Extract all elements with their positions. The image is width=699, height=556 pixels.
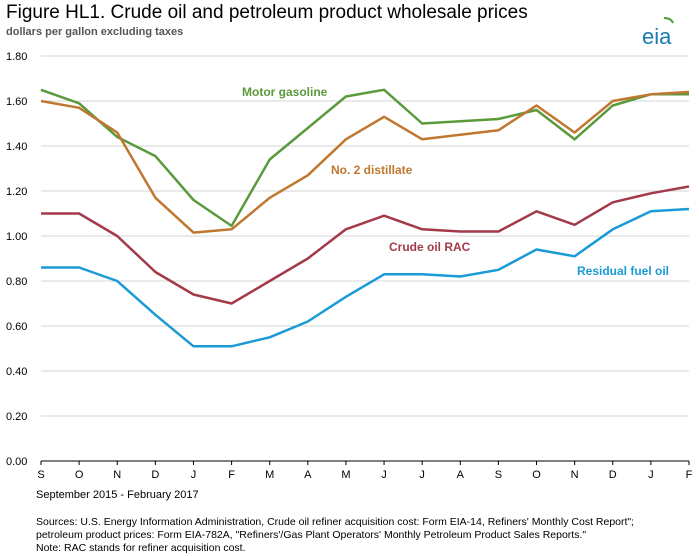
series-line	[40, 88, 689, 228]
x-tick-label: D	[151, 469, 159, 481]
x-tick-label: J	[191, 469, 197, 481]
x-tick-label: O	[532, 469, 541, 481]
x-tick-label: F	[686, 469, 693, 481]
x-tick-label: N	[571, 469, 579, 481]
y-tick-label: 0.80	[6, 276, 27, 288]
x-tick-label: N	[113, 469, 121, 481]
x-tick-label: S	[37, 469, 44, 481]
chart-subtitle: dollars per gallon excluding taxes	[6, 26, 184, 38]
eia-logo-icon: eia	[642, 17, 674, 49]
x-tick-label: O	[75, 469, 84, 481]
eia-logo-arc-icon	[663, 17, 674, 24]
x-tick-label: F	[228, 469, 235, 481]
series-line	[41, 185, 690, 305]
series-lines	[40, 88, 690, 348]
series-line	[41, 207, 690, 348]
sources-line-1: Sources: U.S. Energy Information Adminis…	[36, 516, 635, 528]
y-tick-label: 0.00	[6, 456, 27, 468]
x-tick-label: S	[495, 469, 502, 481]
y-axis: 0.00 0.20 0.40 0.60 0.80 1.00 1.20 1.40 1.60 1.80	[6, 51, 27, 468]
series-label: Crude oil RAC	[389, 240, 471, 254]
y-tick-label: 1.80	[6, 51, 27, 63]
series-labels: Motor gasoline No. 2 distillate Crude oil …	[242, 85, 669, 278]
eia-logo-text: eia	[642, 24, 672, 49]
x-tick-label: A	[304, 469, 312, 481]
y-tick-label: 1.20	[6, 186, 27, 198]
series-label: No. 2 distillate	[331, 163, 413, 177]
time-period-label: September 2015 - February 2017	[36, 489, 199, 501]
y-tick-label: 1.00	[6, 231, 27, 243]
y-tick-label: 0.40	[6, 366, 27, 378]
series-line	[40, 90, 690, 234]
footnote-note: Note: RAC stands for refiner acquisition…	[36, 542, 246, 554]
series-label: Motor gasoline	[242, 85, 328, 99]
x-tick-label: D	[609, 469, 617, 481]
y-tick-label: 0.60	[6, 321, 27, 333]
y-tick-label: 1.40	[6, 141, 27, 153]
chart-title: Figure HL1. Crude oil and petroleum prod…	[6, 2, 528, 23]
grid-lines	[41, 55, 689, 462]
x-tick-label: J	[381, 469, 387, 481]
x-tick-label: J	[419, 469, 425, 481]
x-tick-label: A	[457, 469, 465, 481]
y-tick-label: 1.60	[6, 96, 27, 108]
x-tick-label: J	[648, 469, 654, 481]
y-tick-label: 0.20	[6, 411, 27, 423]
sources-line-2: petroleum product prices: Form EIA-782A,…	[36, 529, 587, 541]
series-label: Residual fuel oil	[577, 264, 669, 278]
x-tick-label: M	[341, 469, 350, 481]
x-tick-label: M	[265, 469, 274, 481]
